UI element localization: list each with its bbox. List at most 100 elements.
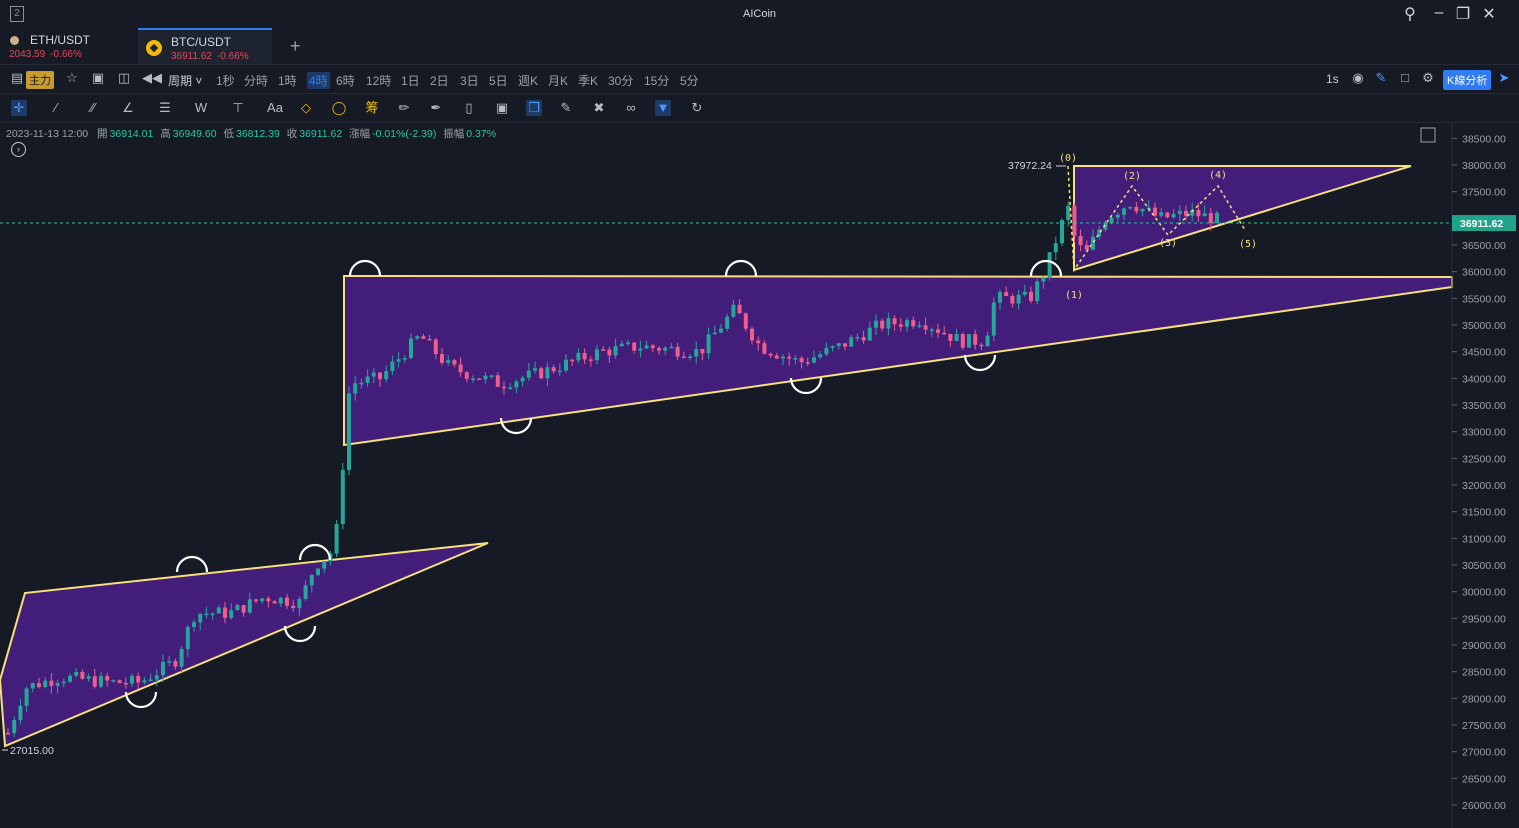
period-3[interactable]: 4時 [307,72,330,89]
link-tool-icon[interactable]: ∞ [626,100,636,115]
price-chart[interactable]: (0) (1) (2) (3) (4) (5) 37972.24 27015.00 38500… [0,123,1519,828]
brush-tool-icon[interactable]: ✒ [430,100,442,115]
line-tool-icon[interactable]: ∕ [54,100,58,115]
candle-body [384,370,389,380]
period-1[interactable]: 分時 [244,74,269,88]
magnet-tool-icon[interactable]: ◇ [301,100,311,115]
candle-body [1041,277,1046,282]
y-tick-label: 28000.00 [1462,693,1506,705]
layout-icon[interactable]: ◫ [117,70,131,85]
candle-body [588,359,593,361]
low-marker: 27015.00 [10,745,54,757]
candle-body [1029,291,1033,302]
indicator-icon[interactable]: ☆ [66,70,78,85]
candle-body [805,362,810,364]
support-arc [124,691,158,709]
candle-body [799,358,804,363]
period-13[interactable]: 30分 [608,74,634,88]
candle-body [564,359,568,371]
camera-icon[interactable]: ◉ [1352,70,1364,85]
window-number-icon[interactable]: 2 [10,6,24,22]
open-label: 開 [97,128,108,140]
candle-tool-icon[interactable]: ▯ [465,100,473,115]
candle-body [638,348,643,351]
text-tool-icon[interactable]: Aa [267,100,283,115]
candle-body [979,344,984,347]
candle-body [285,597,289,606]
add-tab-icon[interactable]: + [290,36,301,56]
screen-icon[interactable]: □ [1401,70,1409,85]
lock-tool-icon[interactable]: ▣ [495,100,509,115]
period-15[interactable]: 5分 [680,74,699,88]
expand-indicators-icon[interactable]: › [11,142,26,157]
edit-tool-icon[interactable]: ✎ [560,100,572,115]
support-arc [963,354,997,372]
y-tick-label: 35500.00 [1462,293,1506,305]
candle-body [105,676,110,681]
candle-body [247,599,252,613]
period-11[interactable]: 月K [548,74,569,88]
close-value: 36911.62 [299,128,343,140]
period-10[interactable]: 週K [518,74,539,88]
filter-tool-icon[interactable]: ▼ [655,100,671,116]
wave-label: (0) [1059,153,1077,164]
pattern-drawings [0,165,1453,748]
period-14[interactable]: 15分 [644,74,670,88]
main-force-badge[interactable]: 主力 [26,71,54,89]
share-icon[interactable]: ➤ [1498,70,1510,85]
crosshair-tool-icon[interactable]: ✛ [11,100,27,116]
period-6[interactable]: 1日 [401,74,420,88]
tab-btc-usdt[interactable]: BTC/USDT 36911.62 -0.66% [138,28,272,64]
ruler-tool-icon[interactable]: ✏ [398,100,410,115]
copy-tool-icon[interactable]: ❐ [526,100,542,116]
period-dropdown[interactable]: 周期 ˅ [168,74,203,88]
candle-body [173,661,178,667]
minimize-icon[interactable]: – [1434,4,1444,21]
refresh-interval[interactable]: 1s [1326,72,1339,86]
restore-icon[interactable]: ❐ [1455,6,1471,23]
parallel-line-tool-icon[interactable]: ∕∕ [90,100,96,115]
rewind-icon[interactable]: ◀◀ [142,70,162,85]
candle-body [1122,208,1126,215]
chip-tool-icon[interactable]: 筹 [365,100,379,115]
period-4[interactable]: 6時 [336,74,355,88]
calendar-icon[interactable]: ▣ [91,70,105,85]
period-9[interactable]: 5日 [489,74,508,88]
period-5[interactable]: 12時 [366,74,392,88]
low-label: 低 [223,128,234,140]
pencil-icon[interactable]: ✎ [1375,70,1387,85]
candle-body [929,329,934,331]
y-tick-label: 26000.00 [1462,800,1506,812]
k-analysis-button[interactable]: K線分析 [1443,70,1492,90]
candle-body [812,357,816,363]
candle-body [607,349,612,356]
settings-icon[interactable]: ⚙ [1422,70,1434,85]
candle-body [787,356,792,359]
period-0[interactable]: 1秒 [216,74,235,88]
y-tick-label: 34000.00 [1462,373,1506,385]
candle-body [1097,229,1102,237]
candle-body [37,683,41,688]
high-label: 高 [160,128,171,140]
measure-tool-icon[interactable]: ⊤ [232,100,244,115]
y-tick-label: 35000.00 [1462,320,1506,332]
fibonacci-tool-icon[interactable]: ◯ [331,100,347,115]
period-8[interactable]: 3日 [460,74,479,88]
candle-body [725,316,730,329]
angle-tool-icon[interactable]: ∠ [122,100,134,115]
chart-type-icon[interactable]: ▤ [10,70,24,85]
tab-eth-usdt[interactable]: ETH/USDT 2043.59 -0.66% [0,28,134,64]
horizontal-lines-tool-icon[interactable]: ☰ [159,100,171,115]
close-icon[interactable]: ✕ [1482,6,1496,23]
trash-tool-icon[interactable]: ✖ [593,100,605,115]
period-7[interactable]: 2日 [430,74,449,88]
sync-tool-icon[interactable]: ↻ [691,100,703,115]
wave-tool-icon[interactable]: W [194,100,208,115]
candle-body [861,337,866,341]
price-axis: 38500.0038000.0037500.0037000.0036500.00… [0,123,1516,828]
candle-body [359,382,364,385]
period-2[interactable]: 1時 [278,74,297,88]
tab-price: 2043.59 -0.66% [9,49,82,60]
search-icon[interactable]: ⚲ [1404,6,1416,23]
period-12[interactable]: 季K [578,74,599,88]
